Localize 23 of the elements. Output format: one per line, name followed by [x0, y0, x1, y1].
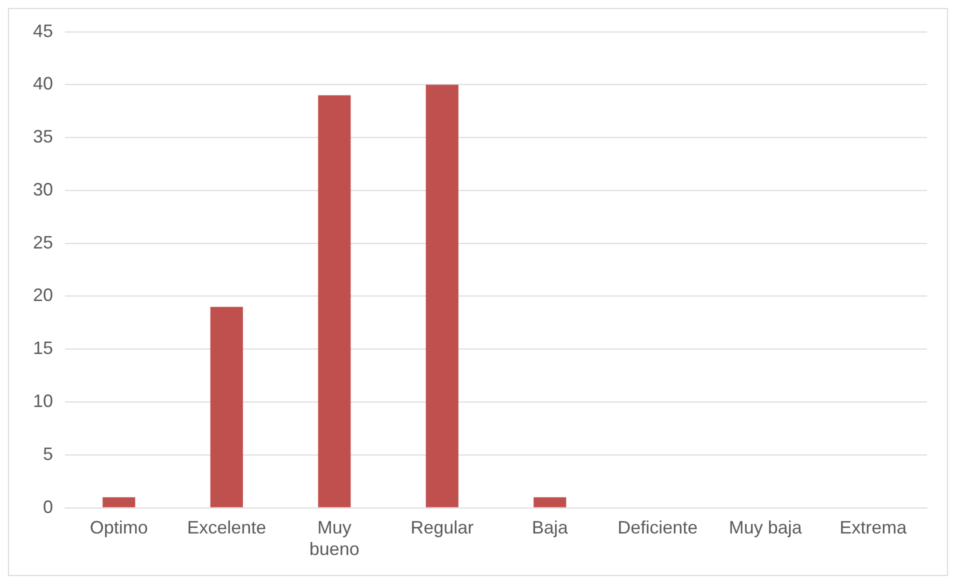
- x-tick-label: Extrema: [840, 518, 908, 538]
- x-tick-label: Regular: [410, 518, 474, 538]
- y-tick-label: 0: [43, 496, 54, 517]
- y-tick-label: 30: [32, 179, 54, 200]
- bar: [318, 95, 351, 508]
- x-tick-label: Optimo: [90, 518, 148, 538]
- y-tick-label: 45: [32, 20, 54, 41]
- y-tick-label: 10: [32, 390, 54, 411]
- y-tick-label: 40: [32, 74, 54, 94]
- x-tick-label: Muy bueno: [309, 518, 360, 560]
- bar: [210, 306, 243, 508]
- x-tick-label: Deficiente: [618, 518, 698, 538]
- x-tick-label: Excelente: [187, 518, 266, 538]
- y-tick-label: 25: [32, 232, 54, 252]
- x-tick-label: Baja: [532, 518, 569, 538]
- bar: [426, 84, 458, 508]
- bar: [534, 497, 566, 508]
- y-tick-label: 5: [43, 444, 54, 464]
- y-tick-label: 20: [32, 285, 54, 306]
- bar: [102, 497, 136, 508]
- x-tick-label: Muy baja: [728, 518, 803, 538]
- y-tick-label: 15: [32, 338, 54, 358]
- y-tick-label: 35: [32, 126, 54, 147]
